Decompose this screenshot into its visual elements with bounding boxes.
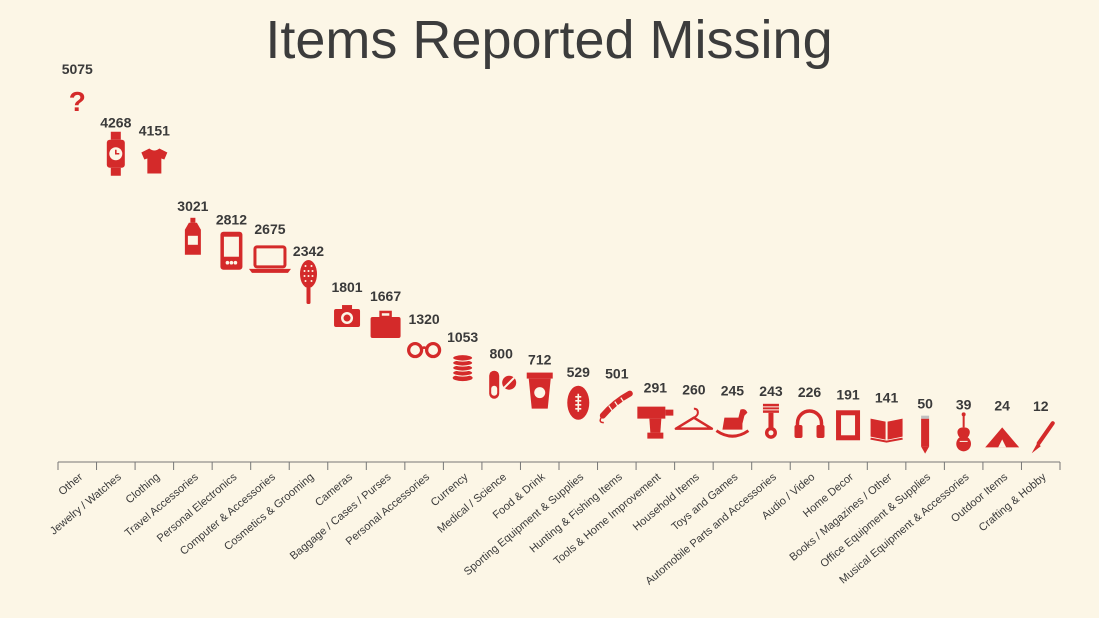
laptop-icon xyxy=(248,245,291,273)
coins-icon xyxy=(452,354,474,382)
category-label-toys-and-games: Toys and Games xyxy=(669,471,740,534)
cup-icon xyxy=(526,372,553,409)
suitcase-icon xyxy=(370,310,401,338)
bottle-icon xyxy=(184,217,201,255)
value-label-outdoor-items: 24 xyxy=(994,397,1010,413)
value-label-personal-electronics: 2812 xyxy=(216,212,247,228)
value-label-cameras: 1801 xyxy=(331,279,362,295)
value-label-tools-home-improvement: 291 xyxy=(644,380,668,396)
tshirt-icon xyxy=(141,148,168,174)
value-label-clothing: 4151 xyxy=(139,123,170,139)
piston-icon xyxy=(762,403,779,439)
phone-icon xyxy=(220,231,243,270)
football-icon xyxy=(567,385,590,420)
chart-title: Items Reported Missing xyxy=(265,10,832,70)
svg-text:?: ? xyxy=(69,86,86,117)
value-label-cosmetics-grooming: 2342 xyxy=(293,243,324,259)
value-label-household-items: 260 xyxy=(682,382,706,398)
hairbrush-icon xyxy=(300,260,317,305)
rocking-horse-icon xyxy=(715,409,750,438)
violin-icon xyxy=(956,412,972,452)
category-label-household-items: Household Items xyxy=(631,471,702,534)
pencil-icon xyxy=(921,415,930,454)
value-label-medical-science: 800 xyxy=(490,346,514,362)
value-label-other: 5075 xyxy=(62,61,93,77)
hanger-icon xyxy=(674,407,714,430)
book-icon xyxy=(870,418,903,443)
value-label-sporting-equipment-supplies: 529 xyxy=(567,364,591,380)
value-label-currency: 1053 xyxy=(447,329,478,345)
fishing-lure-icon xyxy=(599,390,633,424)
pills-icon xyxy=(489,370,517,399)
value-label-crafting-hobby: 12 xyxy=(1033,398,1049,414)
value-label-automobile-parts-and-accessories: 243 xyxy=(759,383,783,399)
category-label-other: Other xyxy=(56,471,85,498)
question-mark-icon: ? xyxy=(69,86,86,117)
value-label-office-equipment-supplies: 50 xyxy=(917,396,933,412)
value-label-audio-video: 226 xyxy=(798,384,822,400)
value-label-home-decor: 191 xyxy=(836,386,860,402)
value-label-food-drink: 712 xyxy=(528,352,552,368)
glasses-icon xyxy=(407,341,442,359)
camera-icon xyxy=(334,305,361,328)
watch-icon xyxy=(106,131,125,176)
value-label-travel-accessories: 3021 xyxy=(177,198,208,214)
category-label-medical-science: Medical / Science xyxy=(435,471,509,536)
value-label-musical-equipment-accessories: 39 xyxy=(956,396,972,412)
drill-icon xyxy=(637,406,674,439)
value-label-toys-and-games: 245 xyxy=(721,383,745,399)
value-label-baggage-cases-purses: 1667 xyxy=(370,288,401,304)
value-label-books-magazines-other: 141 xyxy=(875,390,899,406)
value-label-jewelry-watches: 4268 xyxy=(100,115,131,131)
headphones-icon xyxy=(794,409,825,438)
picture-frame-icon xyxy=(836,410,861,441)
category-label-crafting-hobby: Crafting & Hobby xyxy=(977,471,1049,534)
value-label-personal-accessories: 1320 xyxy=(409,311,440,327)
tent-icon xyxy=(985,427,1020,448)
category-label-jewelry-watches: Jewelry / Watches xyxy=(48,471,124,538)
value-label-computer-accessories: 2675 xyxy=(254,221,285,237)
paintbrush-icon xyxy=(1031,421,1055,454)
value-label-hunting-fishing-items: 501 xyxy=(605,366,629,382)
